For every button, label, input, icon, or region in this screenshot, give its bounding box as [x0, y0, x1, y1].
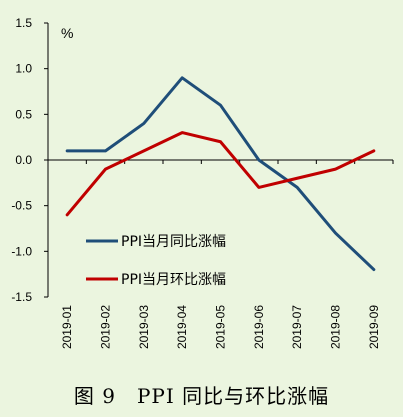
y-tick-label: -0.5 [11, 199, 32, 213]
x-tick-label: 2019-04 [175, 305, 189, 349]
y-tick-label: 0.5 [15, 107, 32, 121]
series-lines [65, 76, 376, 272]
series-line-1 [65, 76, 376, 272]
legend: PPI当月同比涨幅 PPI当月环比涨幅 [86, 234, 226, 288]
y-tick-label: 1.0 [15, 62, 32, 76]
series-line-2 [65, 131, 376, 217]
x-tick-label: 2019-01 [60, 305, 74, 349]
legend-label-2: PPI当月环比涨幅 [121, 272, 226, 288]
y-tick-label: 1.5 [15, 16, 32, 30]
x-tick-label: 2019-03 [137, 305, 151, 349]
x-tick-label: 2019-08 [329, 305, 343, 349]
x-tick-label: 2019-05 [214, 305, 228, 349]
figure-caption: 图 9 PPI 同比与环比涨幅 [73, 384, 330, 408]
y-unit-label: % [61, 25, 73, 41]
x-tick-label: 2019-09 [367, 305, 381, 349]
x-tick-label: 2019-07 [290, 305, 304, 349]
y-tick-label: -1.5 [11, 290, 32, 304]
legend-label-1: PPI当月同比涨幅 [121, 234, 226, 250]
y-tick-label: -1.0 [11, 244, 32, 258]
ppi-line-chart: 1.51.00.50.0-0.5-1.0-1.5 2019-01 2019-02 2… [11, 16, 394, 349]
axes [44, 22, 394, 298]
x-tick-label: 2019-06 [252, 305, 266, 349]
y-tick-label: 0.0 [15, 153, 32, 167]
x-tick-labels: 2019-01 2019-02 2019-03 2019-04 2019-05 2019-… [60, 305, 381, 349]
y-tick-labels: 1.5 1.0 0.5 0.0 -0.5 -1.0 -1.5 [11, 16, 32, 304]
x-tick-label: 2019-02 [99, 305, 113, 349]
